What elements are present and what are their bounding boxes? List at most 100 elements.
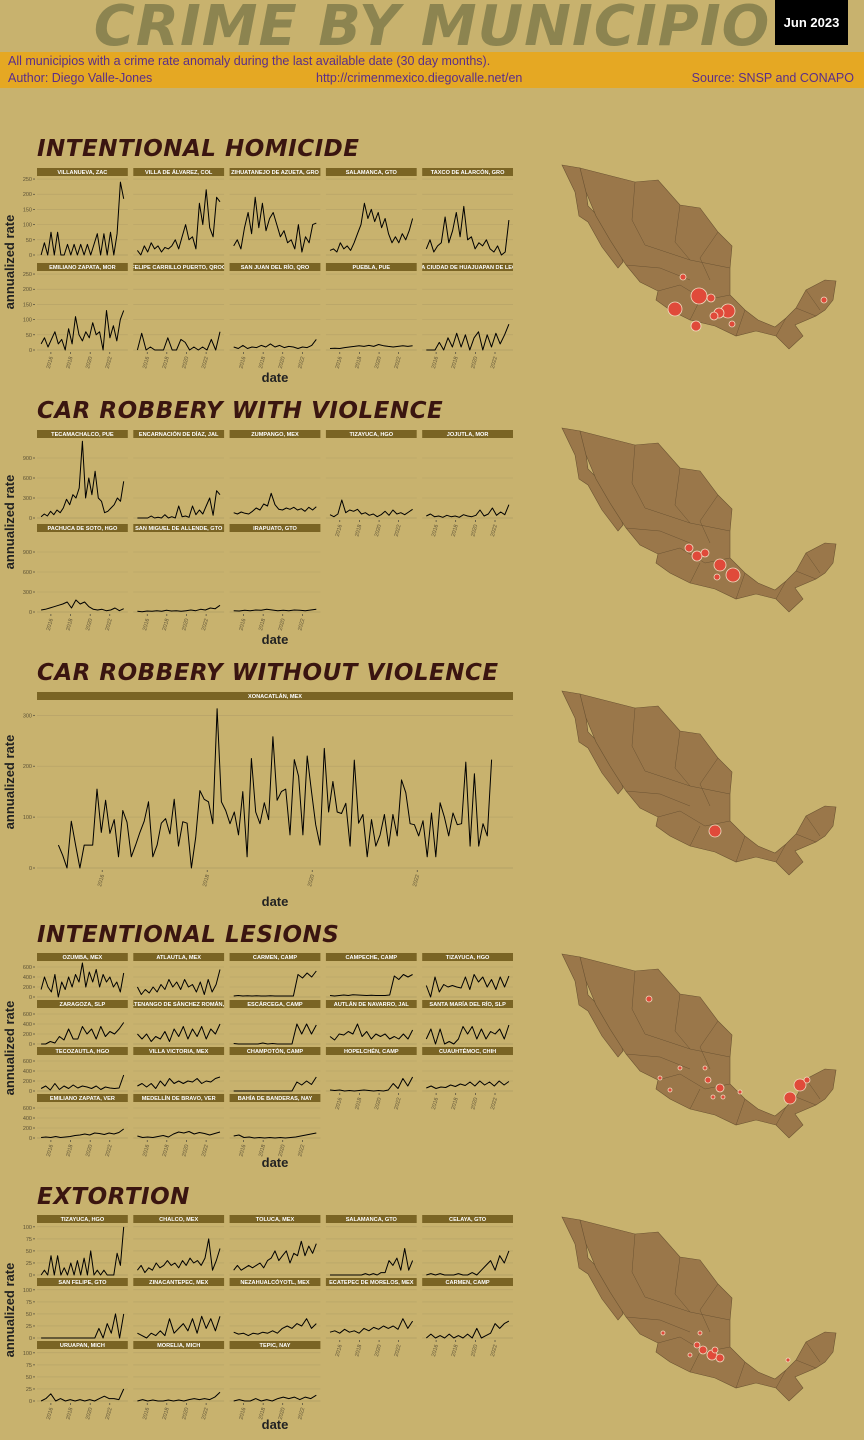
section-title: CAR ROBBERY WITH VIOLENCE (37, 398, 443, 424)
y-tick-label: 100 (23, 1351, 32, 1357)
series-line (425, 1024, 510, 1045)
facet-strip (133, 953, 225, 961)
series-line (329, 1318, 414, 1334)
series-line (41, 599, 124, 612)
y-tick-label: 0 (29, 348, 32, 354)
x-tick-label: 2018 (66, 618, 75, 631)
y-tick-label: 75 (26, 1363, 32, 1369)
facet-strip (37, 1341, 128, 1349)
facet-strip (37, 168, 128, 176)
municipio-bubble (702, 1065, 708, 1071)
facet-strip (325, 1215, 417, 1223)
x-tick-label: 2016 (431, 1097, 440, 1110)
facet-label: ECATEPEC DE MORELOS, MEX (329, 1280, 414, 1286)
map-state-borders (625, 707, 821, 863)
municipio-bubble (709, 311, 719, 321)
facet-panel: TLALTENANGO DE SÁNCHEZ ROMÁN, ZAC (133, 1000, 225, 1045)
x-tick-label: 2016 (46, 618, 55, 631)
facet-panel: TECAMACHALCO, PUE 0 300 600 900 (23, 430, 128, 522)
series-line (136, 189, 221, 256)
x-axis-label: date (262, 1155, 289, 1170)
series-line (233, 1394, 317, 1402)
source-url-link[interactable]: http://crimenmexico.diegovalle.net/en (316, 71, 523, 85)
series-line (40, 1226, 125, 1276)
x-tick-label: 2022 (201, 1144, 210, 1157)
municipio-bubble (679, 273, 687, 281)
facet-panel: AUTLÁN DE NAVARRO, JAL (325, 1000, 417, 1045)
series-line (329, 344, 413, 349)
facet-strip (37, 524, 128, 532)
y-tick-label: 25 (26, 1387, 32, 1393)
series-line (233, 608, 317, 612)
y-tick-label: 0 (29, 516, 32, 522)
y-tick-label: 600 (23, 476, 32, 482)
facet-label: OZUMBA, MEX (63, 955, 103, 961)
y-tick-label: 600 (23, 570, 32, 576)
section-title: EXTORTION (37, 1184, 190, 1210)
facet-label: CHAMPOTÓN, CAMP (247, 1047, 304, 1055)
series-line (137, 604, 221, 613)
facet-panel: OZUMBA, MEX 0 200 400 600 (23, 953, 128, 1001)
x-tick-label: 2016 (431, 356, 440, 369)
y-tick-label: 200 (23, 1126, 32, 1132)
municipio-bubble (715, 1083, 725, 1093)
x-tick-label: 2018 (354, 524, 363, 537)
series-line (137, 1315, 221, 1339)
facet-label: ZIHUATANEJO DE AZUETA, GRO (231, 170, 319, 176)
y-tick-label: 0 (29, 1042, 32, 1048)
municipio-bubble (704, 1076, 712, 1084)
facet-strip (133, 1047, 225, 1055)
x-tick-label: 2016 (142, 1407, 151, 1420)
x-tick-label: 2016 (46, 356, 55, 369)
x-tick-label: 2020 (85, 618, 94, 631)
y-tick-label: 50 (26, 333, 32, 339)
y-tick-label: 200 (23, 192, 32, 198)
facet-strip (37, 1094, 128, 1102)
series-line (425, 974, 510, 998)
x-tick-label: 2020 (278, 356, 287, 369)
x-tick-label: 2016 (238, 1407, 247, 1420)
facet-label: CARMEN, CAMP (253, 955, 297, 961)
x-tick-label: 2018 (162, 1144, 171, 1157)
series-line (136, 969, 221, 995)
y-axis-label: annualized rate (2, 215, 17, 310)
series-line (233, 492, 317, 515)
x-tick-label: 2018 (354, 356, 363, 369)
municipio-bubble (667, 1087, 673, 1093)
facet-panel: SAN MIGUEL DE ALLENDE, GTO 2016 2018 2020 20… (133, 524, 225, 631)
x-tick-label: 2020 (278, 1144, 287, 1157)
series-line (233, 196, 317, 253)
facet-panel: VILLA DE ÁLVAREZ, COL (133, 168, 225, 256)
facet-label: VILLA VICTORIA, MEX (149, 1049, 209, 1055)
page-title: CRIME BY MUNICIPIO (93, 0, 771, 59)
facet-panel: EMILIANO ZAPATA, VER 0 200 400 600 2016 2018 20… (23, 1094, 128, 1157)
x-tick-label: 2016 (97, 874, 106, 887)
map-state-borders (625, 181, 821, 337)
facet-panel: ENCARNACIÓN DE DÍAZ, JAL (133, 430, 225, 519)
y-tick-label: 900 (23, 550, 32, 556)
x-tick-label: 2020 (278, 1407, 287, 1420)
municipio-bubble (713, 558, 727, 572)
municipio-bubble (713, 573, 721, 581)
y-tick-label: 0 (29, 610, 32, 616)
municipio-bubble (737, 1089, 743, 1095)
section-title: CAR ROBBERY WITHOUT VIOLENCE (37, 660, 499, 686)
series-line (233, 970, 317, 997)
facet-strip (422, 1047, 513, 1055)
facet-label: ZUMPANGO, MEX (251, 432, 299, 438)
x-tick-label: 2022 (105, 1407, 114, 1420)
facet-label: SAN JUAN DEL RÍO, QRO (241, 263, 310, 271)
series-line (233, 1132, 317, 1139)
x-axis-label: date (262, 370, 289, 385)
y-tick-label: 300 (23, 496, 32, 502)
x-tick-label: 2018 (162, 618, 171, 631)
municipio-bubble (693, 1341, 701, 1349)
y-axis-label: annualized rate (2, 735, 17, 830)
facet-label: SAN FELIPE, GTO (58, 1280, 107, 1286)
x-tick-label: 2020 (470, 524, 479, 537)
map-state-borders (625, 444, 821, 600)
facet-label: HOPELCHÉN, CAMP (344, 1047, 399, 1055)
facet-panel: VILLANUEVA, ZAC 0 50 100 150 200 250 (23, 168, 128, 259)
y-tick-label: 200 (23, 1032, 32, 1038)
info-band: All municipios with a crime rate anomaly… (0, 52, 864, 88)
